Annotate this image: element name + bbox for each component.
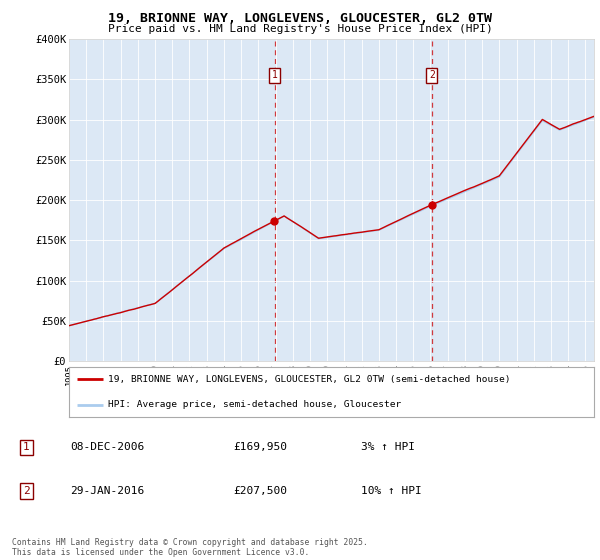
Text: Contains HM Land Registry data © Crown copyright and database right 2025.
This d: Contains HM Land Registry data © Crown c… bbox=[12, 538, 368, 557]
Text: 2: 2 bbox=[23, 486, 30, 496]
Text: HPI: Average price, semi-detached house, Gloucester: HPI: Average price, semi-detached house,… bbox=[109, 400, 401, 409]
Text: 1: 1 bbox=[23, 442, 30, 452]
Text: 19, BRIONNE WAY, LONGLEVENS, GLOUCESTER, GL2 0TW (semi-detached house): 19, BRIONNE WAY, LONGLEVENS, GLOUCESTER,… bbox=[109, 375, 511, 384]
Text: 19, BRIONNE WAY, LONGLEVENS, GLOUCESTER, GL2 0TW: 19, BRIONNE WAY, LONGLEVENS, GLOUCESTER,… bbox=[108, 12, 492, 25]
Text: 2: 2 bbox=[429, 71, 435, 81]
Text: Price paid vs. HM Land Registry's House Price Index (HPI): Price paid vs. HM Land Registry's House … bbox=[107, 24, 493, 34]
Text: £169,950: £169,950 bbox=[233, 442, 287, 452]
Text: 08-DEC-2006: 08-DEC-2006 bbox=[70, 442, 145, 452]
Text: 3% ↑ HPI: 3% ↑ HPI bbox=[361, 442, 415, 452]
Text: £207,500: £207,500 bbox=[233, 486, 287, 496]
Text: 10% ↑ HPI: 10% ↑ HPI bbox=[361, 486, 422, 496]
Text: 1: 1 bbox=[272, 71, 277, 81]
Text: 29-JAN-2016: 29-JAN-2016 bbox=[70, 486, 145, 496]
